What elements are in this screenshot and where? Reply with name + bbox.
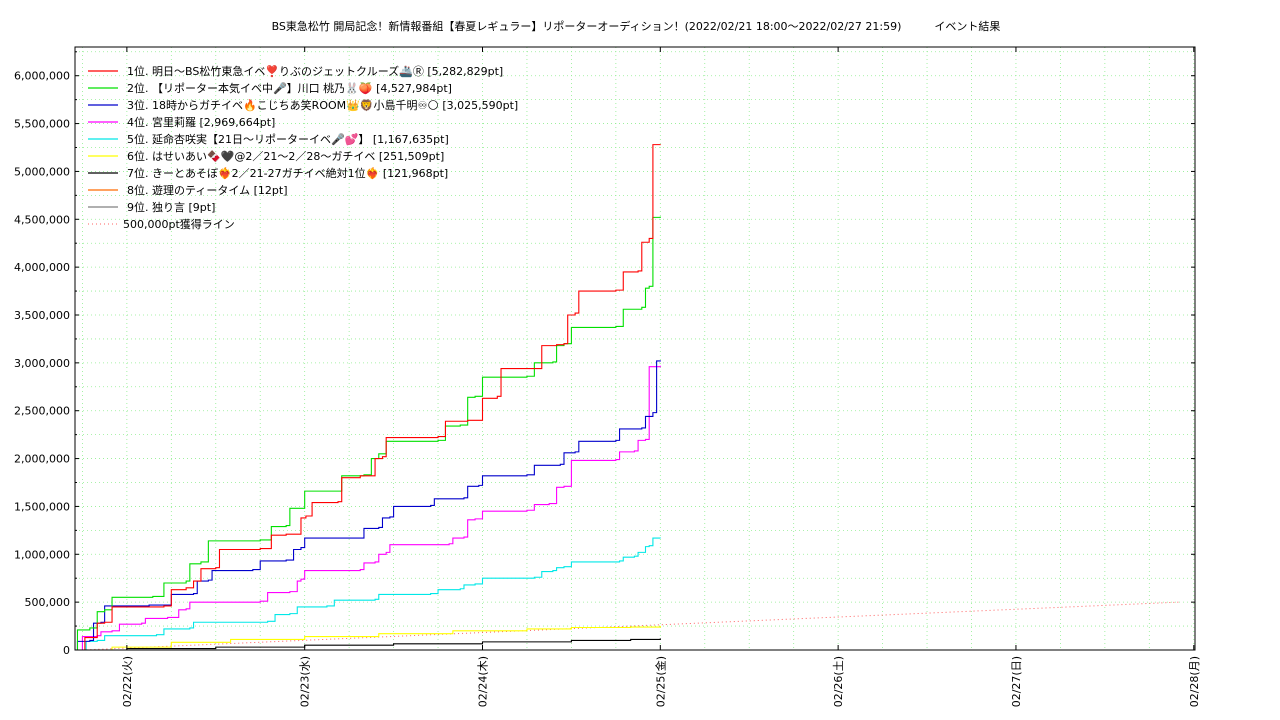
legend-label: 6位. はせいあい🍫🖤@2／21〜2／28〜ガチイベ [251,509pt] bbox=[127, 149, 444, 163]
plot-frame bbox=[74, 46, 1196, 651]
y-tick-label: 3,500,000 bbox=[14, 309, 70, 322]
legend-label: 4位. 宮里莉羅 [2,969,664pt] bbox=[127, 115, 275, 129]
x-tick-label: 02/22(火) bbox=[121, 656, 134, 707]
series-line bbox=[82, 638, 661, 651]
x-tick-label: 02/25(金) bbox=[653, 656, 667, 707]
legend-label: 2位. 【リポーター本気イベ中🎤】川口 桃乃🐰🍑 [4,527,984pt] bbox=[127, 81, 452, 95]
series-line bbox=[75, 537, 661, 651]
series-line bbox=[82, 144, 661, 651]
y-tick-label: 5,000,000 bbox=[14, 165, 70, 178]
x-tick-label: 02/26(土) bbox=[832, 656, 845, 707]
y-tick-label: 500,000 bbox=[25, 596, 71, 609]
legend-label: 1位. 明日〜BS松竹東急イベ❣️りぶのジェットクルーズ🚢Ⓡ [5,282,82… bbox=[127, 64, 503, 78]
legend-label: 9位. 独り言 [9pt] bbox=[127, 200, 215, 214]
axes: 0 500,000 1,000,000 1,500,000 2,000,000 2,500… bbox=[14, 46, 1201, 707]
legend-label: 500,000pt獲得ライン bbox=[123, 218, 235, 231]
grid bbox=[75, 47, 1195, 650]
reference-line bbox=[82, 601, 1179, 651]
y-tick-label: 4,500,000 bbox=[14, 213, 70, 226]
y-tick-label: 2,000,000 bbox=[14, 453, 70, 466]
y-tick-label: 1,500,000 bbox=[14, 500, 70, 513]
legend-label: 7位. きーとあそぼ❤️‍🔥2／21-27ガチイベ絶対1位❤️‍🔥 [121,9… bbox=[127, 166, 448, 180]
legend-label: 3位. 18時からガチイベ🔥こじちあ笑ROOM👑🦁小島千明♾🌕 [3,025,5… bbox=[127, 98, 518, 112]
x-tick-label: 02/23(水) bbox=[299, 656, 312, 707]
chart-title: BS東急松竹 開局記念！新情報番組【春夏レギュラー】リポーターオーディション！(… bbox=[272, 19, 1001, 33]
y-tick-label: 1,000,000 bbox=[14, 548, 70, 561]
y-tick-label: 6,000,000 bbox=[14, 70, 70, 83]
series-line bbox=[82, 625, 661, 651]
legend-label: 8位. 遊理のティータイム [12pt] bbox=[127, 183, 287, 197]
y-tick-label: 3,000,000 bbox=[14, 357, 70, 370]
x-tick-label: 02/24(木) bbox=[476, 656, 489, 707]
y-tick-label: 4,000,000 bbox=[14, 261, 70, 274]
y-tick-label: 2,500,000 bbox=[14, 405, 70, 418]
y-tick-label: 5,500,000 bbox=[14, 118, 70, 131]
series-line bbox=[75, 365, 661, 651]
legend: 1位. 明日〜BS松竹東急イベ❣️りぶのジェットクルーズ🚢Ⓡ [5,282,82… bbox=[88, 64, 518, 231]
series-line bbox=[76, 216, 661, 651]
x-tick-label: 02/27(日) bbox=[1010, 656, 1023, 707]
y-tick-label: 0 bbox=[63, 644, 70, 657]
legend-label: 5位. 延命杏咲実【21日〜リポーターイベ🎤💕】 [1,167,635pt] bbox=[127, 132, 449, 146]
x-tick-label: 02/28(月) bbox=[1188, 656, 1201, 707]
series-layer bbox=[75, 144, 1179, 651]
